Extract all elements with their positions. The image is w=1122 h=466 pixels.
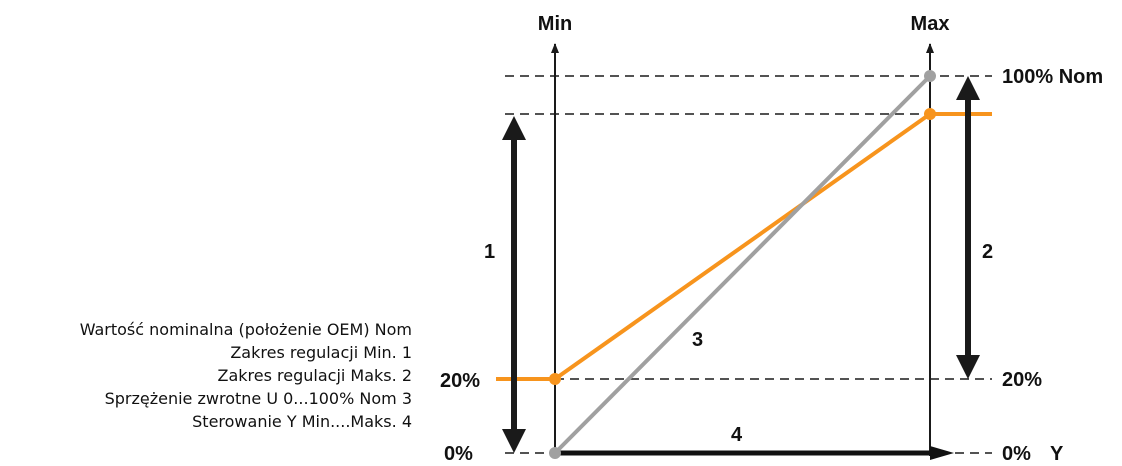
label-0-right: 0% [1002, 443, 1031, 465]
legend: Wartość nominalna (położenie OEM) Nom Za… [0, 318, 412, 433]
gray-point-min [549, 447, 561, 459]
label-0-left: 0% [444, 443, 473, 465]
legend-range-min: Zakres regulacji Min. 1 [230, 343, 412, 362]
min-label: Min [538, 13, 572, 35]
label-100-nom: 100% Nom [1002, 66, 1103, 88]
number-2: 2 [982, 241, 993, 263]
range-max-arrow-bottom [956, 355, 980, 379]
legend-range-max: Zakres regulacji Maks. 2 [217, 366, 412, 385]
legend-nominal: Wartość nominalna (położenie OEM) Nom [79, 320, 412, 339]
number-3: 3 [692, 329, 703, 351]
legend-control: Sterowanie Y Min....Maks. 4 [192, 412, 412, 431]
orange-characteristic-line [496, 112, 992, 381]
orange-point-max [924, 108, 936, 120]
control-range-arrowhead [930, 446, 954, 460]
max-label: Max [911, 13, 950, 35]
label-20-left: 20% [440, 370, 480, 392]
gray-point-max [924, 70, 936, 82]
label-y: Y [1050, 443, 1064, 465]
number-1: 1 [484, 241, 495, 263]
number-4: 4 [731, 424, 743, 446]
gray-feedback-line [553, 74, 932, 455]
legend-feedback: Sprzężenie zwrotne U 0...100% Nom 3 [104, 389, 412, 408]
range-min-arrow-bottom [502, 429, 526, 453]
label-20-right: 20% [1002, 369, 1042, 391]
orange-point-min [549, 373, 561, 385]
range-max-arrow-top [956, 76, 980, 100]
range-min-arrow-top [502, 116, 526, 140]
